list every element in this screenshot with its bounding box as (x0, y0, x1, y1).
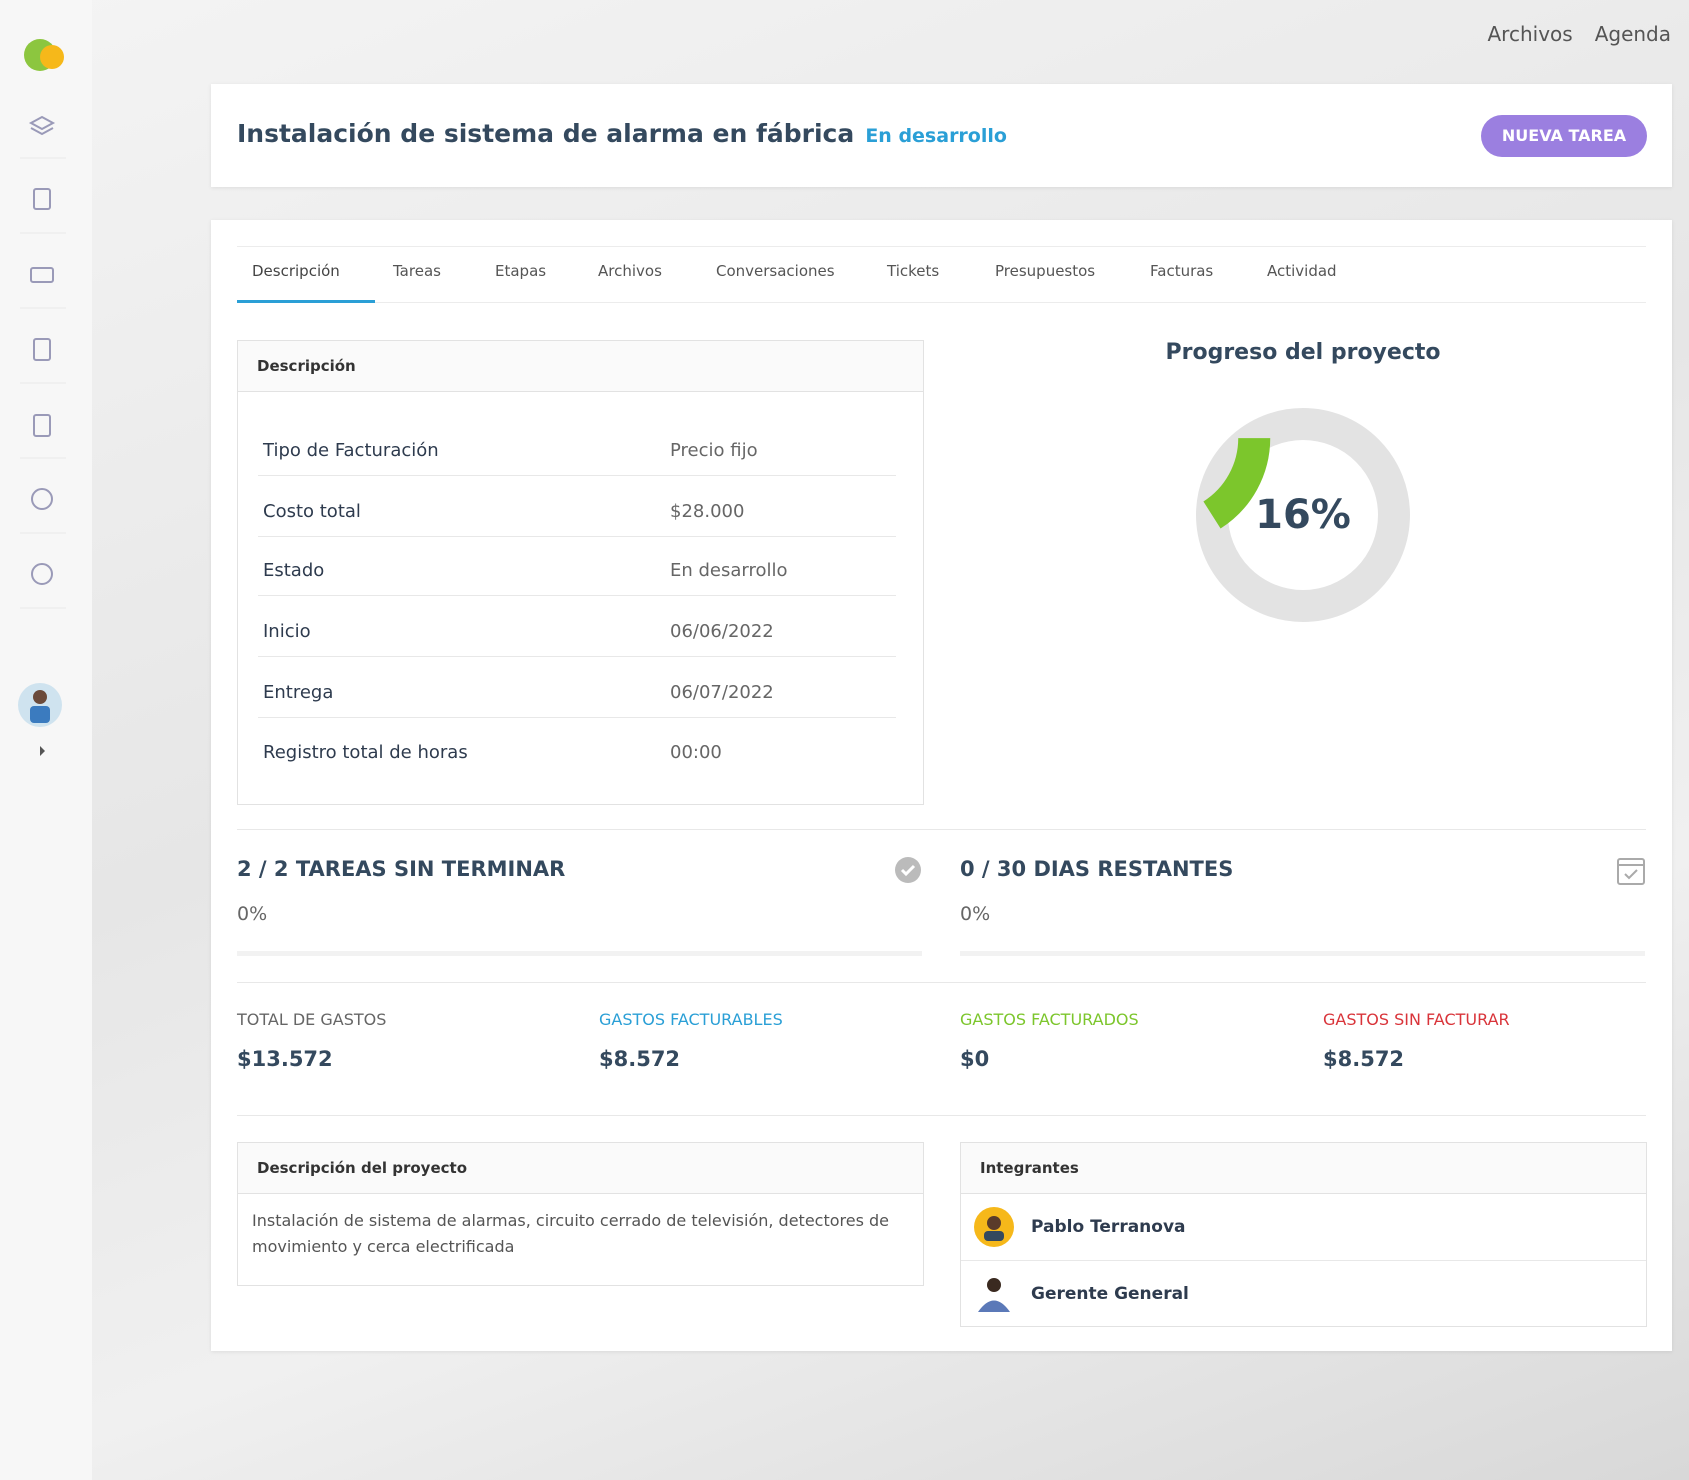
stat-bar (237, 951, 922, 956)
donut-arc (1202, 437, 1271, 529)
row-separator (258, 536, 896, 537)
tab[interactable]: Presupuestos (995, 262, 1096, 280)
tab[interactable]: Actividad (1267, 262, 1337, 280)
stat-title: 0 / 30 DIAS RESTANTES (960, 857, 1234, 881)
project-title: Instalación de sistema de alarma en fábr… (237, 119, 855, 148)
row-label: Costo total (263, 501, 361, 522)
tab[interactable]: Conversaciones (716, 262, 835, 280)
expense-value: $8.572 (1323, 1047, 1405, 1071)
expense-label: TOTAL DE GASTOS (237, 1010, 387, 1029)
stat-percent: 0% (960, 903, 991, 925)
member-row: Gerente General (961, 1261, 1646, 1327)
progress-title: Progreso del proyecto (1165, 340, 1441, 365)
description-panel: Descripción (237, 340, 924, 805)
member-name: Gerente General (1031, 1284, 1189, 1304)
tab[interactable]: Tickets (887, 262, 940, 280)
row-value: $28.000 (670, 501, 745, 522)
tab[interactable]: Etapas (495, 262, 547, 280)
active-tab-underline (237, 300, 375, 303)
sidebar (0, 0, 92, 1480)
calendar-icon (1617, 858, 1645, 885)
stat-title: 2 / 2 TAREAS SIN TERMINAR (237, 857, 566, 881)
check-icon (895, 857, 921, 883)
row-value: 06/06/2022 (670, 621, 774, 642)
row-separator (258, 656, 896, 657)
row-label: Tipo de Facturación (263, 440, 439, 461)
divider (237, 1115, 1646, 1116)
divider (237, 829, 1646, 830)
expense-label: GASTOS SIN FACTURAR (1323, 1010, 1510, 1029)
progress-donut: 16% (1196, 408, 1410, 622)
expense-label: GASTOS FACTURABLES (599, 1010, 783, 1029)
new-task-button[interactable]: NUEVA TAREA (1481, 115, 1647, 157)
row-value: En desarrollo (670, 560, 788, 581)
project-description-text: Instalación de sistema de alarmas, circu… (252, 1211, 890, 1256)
row-separator (258, 717, 896, 718)
tab[interactable]: Descripción (252, 262, 340, 280)
expense-value: $0 (960, 1047, 990, 1071)
tab[interactable]: Tareas (393, 262, 441, 280)
member-row: Pablo Terranova (961, 1194, 1646, 1261)
row-separator (258, 595, 896, 596)
divider (237, 982, 1646, 983)
sidebar-icons (18, 39, 66, 756)
members-panel: Integrantes Pablo Terranova Gerente Gene… (960, 1142, 1647, 1327)
stat-percent: 0% (237, 903, 268, 925)
panel-title: Descripción del proyecto (238, 1143, 923, 1194)
top-links: Archivos Agenda (1488, 22, 1672, 46)
expense-value: $13.572 (237, 1047, 333, 1071)
avatar (978, 1278, 1010, 1312)
row-value: 06/07/2022 (670, 682, 774, 703)
row-value: Precio fijo (670, 440, 758, 461)
member-name: Pablo Terranova (1031, 1217, 1186, 1237)
progress-label: 16% (1255, 492, 1351, 538)
tab[interactable]: Archivos (598, 262, 662, 280)
tabs-top-border (237, 246, 1646, 247)
avatar (974, 1207, 1014, 1247)
stat-bar (960, 951, 1645, 956)
project-description-panel: Descripción del proyecto Instalación de … (237, 1142, 924, 1286)
row-label: Inicio (263, 621, 311, 642)
row-label: Entrega (263, 682, 334, 703)
tab[interactable]: Facturas (1150, 262, 1214, 280)
project-status: En desarrollo (865, 125, 1007, 147)
panel-title: Integrantes (961, 1143, 1646, 1194)
row-separator (258, 475, 896, 476)
panel-title: Descripción (238, 341, 923, 392)
row-value: 00:00 (670, 742, 722, 763)
row-label: Estado (263, 560, 325, 581)
top-link[interactable]: Agenda (1594, 22, 1671, 46)
expense-label: GASTOS FACTURADOS (960, 1010, 1139, 1029)
expense-value: $8.572 (599, 1047, 681, 1071)
header-card: Instalación de sistema de alarma en fábr… (211, 84, 1672, 187)
row-label: Registro total de horas (263, 742, 468, 763)
tabs-bottom-border (237, 302, 1646, 303)
header-title-row: Instalación de sistema de alarma en fábr… (237, 119, 1007, 148)
top-link[interactable]: Archivos (1487, 22, 1573, 46)
